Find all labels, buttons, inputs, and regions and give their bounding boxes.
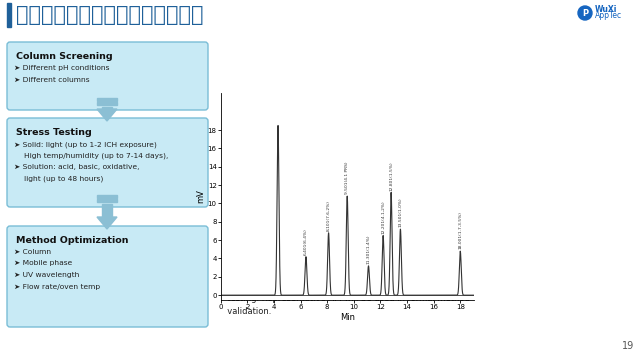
Polygon shape (97, 217, 117, 229)
Text: WuXi: WuXi (595, 5, 618, 14)
Bar (102, 107, 112, 109)
Text: High temp/humidity (up to 7-14 days),: High temp/humidity (up to 7-14 days), (24, 153, 168, 159)
Text: ➤ Flow rate/oven temp: ➤ Flow rate/oven temp (14, 284, 100, 289)
Text: 19: 19 (622, 341, 634, 351)
Text: ➤ UV wavelength: ➤ UV wavelength (14, 272, 79, 278)
Bar (97, 199, 117, 202)
Text: ➤ Column: ➤ Column (14, 249, 51, 255)
Y-axis label: mV: mV (196, 190, 205, 204)
Text: ➤ Different columns: ➤ Different columns (14, 76, 90, 83)
Text: AppTec: AppTec (595, 11, 622, 20)
Text: light (up to 48 hours): light (up to 48 hours) (24, 176, 104, 182)
FancyBboxPatch shape (7, 42, 208, 110)
Text: 8.101(7.6,2%): 8.101(7.6,2%) (326, 200, 331, 231)
Text: 12.801(1.5%): 12.801(1.5%) (389, 161, 393, 191)
Text: ➤ Solution: acid, basic, oxidative,: ➤ Solution: acid, basic, oxidative, (14, 164, 140, 170)
Bar (7, 3, 11, 27)
Circle shape (578, 6, 592, 20)
Bar (580, 4, 635, 22)
Text: Method Optimization: Method Optimization (16, 236, 129, 245)
Text: - Pure API sample will be used for development stress
  testing. Representative : - Pure API sample will be used for devel… (222, 281, 470, 316)
Text: 6.401(6.4%): 6.401(6.4%) (304, 228, 308, 255)
FancyBboxPatch shape (7, 118, 208, 207)
Text: ➤ Mobile phase: ➤ Mobile phase (14, 261, 72, 266)
Bar (102, 204, 112, 217)
Text: 13.501(1.0%): 13.501(1.0%) (399, 198, 403, 227)
FancyBboxPatch shape (7, 226, 208, 327)
Text: 18.001(1.7,3.5%): 18.001(1.7,3.5%) (458, 211, 462, 249)
Text: Stress Testing: Stress Testing (16, 128, 92, 137)
Text: 11.301(1.4%): 11.301(1.4%) (367, 234, 371, 264)
Text: - All intermediates starting from API SM are considered
  to be included as well: - All intermediates starting from API SM… (222, 229, 454, 251)
Text: ➤ Different pH conditions: ➤ Different pH conditions (14, 65, 109, 71)
Text: P: P (582, 9, 588, 18)
Bar (97, 102, 117, 105)
Polygon shape (97, 109, 117, 121)
X-axis label: Min: Min (340, 313, 355, 322)
Bar (97, 98, 117, 101)
Text: Column Screening: Column Screening (16, 52, 113, 61)
Text: 实例分析：有关物质分析方法开发: 实例分析：有关物质分析方法开发 (16, 5, 204, 25)
Text: 9.501(4.1 PRS): 9.501(4.1 PRS) (345, 162, 349, 194)
Text: 12.201(4.1,2%): 12.201(4.1,2%) (381, 200, 385, 234)
Bar (97, 195, 117, 198)
Text: ➤ Solid: light (up to 1-2 ICH exposure): ➤ Solid: light (up to 1-2 ICH exposure) (14, 141, 157, 148)
